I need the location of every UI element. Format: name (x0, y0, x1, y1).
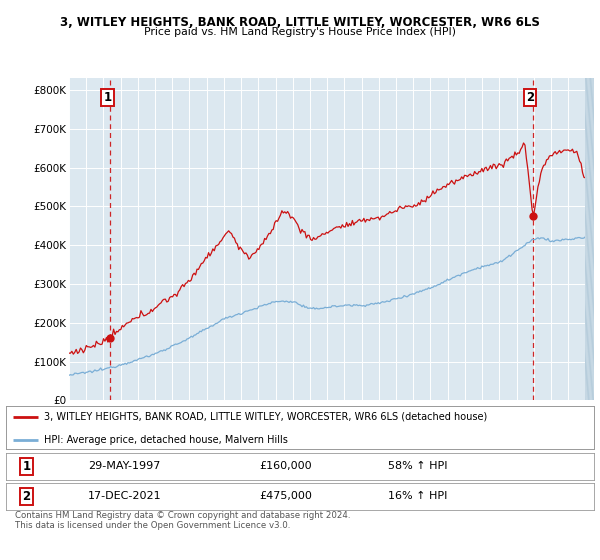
Text: 2: 2 (23, 489, 31, 503)
Text: 29-MAY-1997: 29-MAY-1997 (88, 461, 161, 472)
Text: 1: 1 (103, 91, 112, 104)
Text: 3, WITLEY HEIGHTS, BANK ROAD, LITTLE WITLEY, WORCESTER, WR6 6LS (detached house): 3, WITLEY HEIGHTS, BANK ROAD, LITTLE WIT… (44, 412, 487, 422)
Text: 2: 2 (526, 91, 535, 104)
Text: 3, WITLEY HEIGHTS, BANK ROAD, LITTLE WITLEY, WORCESTER, WR6 6LS: 3, WITLEY HEIGHTS, BANK ROAD, LITTLE WIT… (60, 16, 540, 29)
Text: Contains HM Land Registry data © Crown copyright and database right 2024.: Contains HM Land Registry data © Crown c… (15, 511, 350, 520)
Text: HPI: Average price, detached house, Malvern Hills: HPI: Average price, detached house, Malv… (44, 435, 288, 445)
Text: This data is licensed under the Open Government Licence v3.0.: This data is licensed under the Open Gov… (15, 521, 290, 530)
Text: 58% ↑ HPI: 58% ↑ HPI (388, 461, 448, 472)
Text: £160,000: £160,000 (259, 461, 311, 472)
Text: 16% ↑ HPI: 16% ↑ HPI (388, 491, 448, 501)
Text: Price paid vs. HM Land Registry's House Price Index (HPI): Price paid vs. HM Land Registry's House … (144, 27, 456, 37)
Text: 17-DEC-2021: 17-DEC-2021 (88, 491, 162, 501)
Text: 1: 1 (23, 460, 31, 473)
Text: £475,000: £475,000 (259, 491, 312, 501)
